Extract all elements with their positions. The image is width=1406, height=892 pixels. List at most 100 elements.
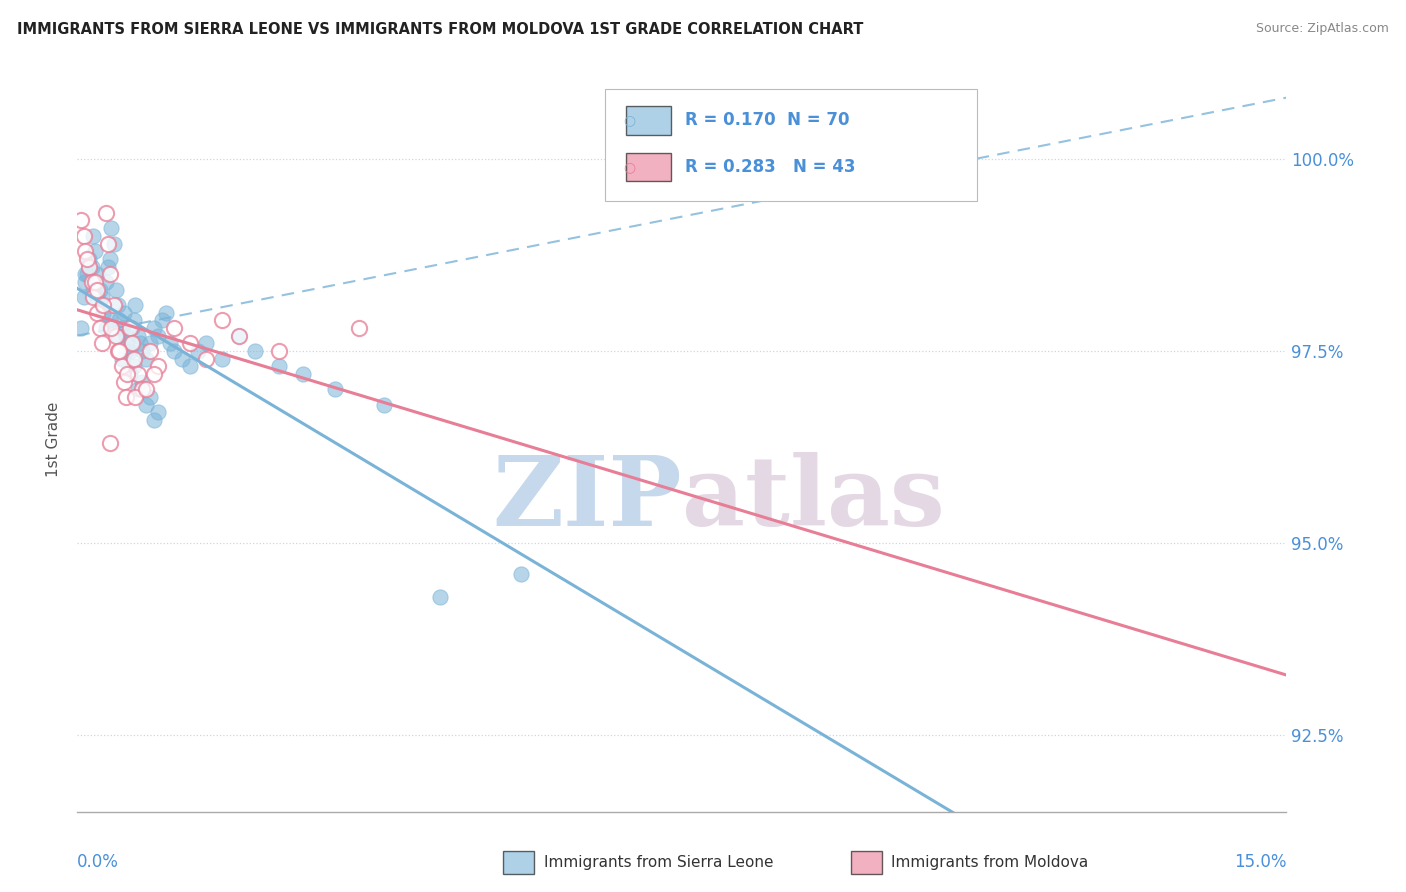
Point (112, 305, 135, 319)
Point (98, 436, 121, 450)
Point (131, 383, 153, 397)
Point (103, 236, 125, 251)
Point (82, 228, 104, 243)
Point (100, 321, 122, 335)
Point (86, 267, 108, 281)
Point (373, 398, 395, 412)
Point (107, 298, 129, 312)
Point (146, 328, 169, 343)
Point (267, 359, 290, 374)
Point (79, 260, 101, 274)
Point (91, 305, 114, 319)
Point (89, 283, 111, 297)
Point (159, 336, 181, 351)
Point (150, 313, 173, 327)
Point (80, 260, 103, 274)
Point (172, 351, 194, 366)
Point (131, 344, 153, 359)
Text: ZIP: ZIP (492, 452, 682, 546)
Text: IMMIGRANTS FROM SIERRA LEONE VS IMMIGRANTS FROM MOLDOVA 1ST GRADE CORRELATION CH: IMMIGRANTS FROM SIERRA LEONE VS IMMIGRAN… (17, 22, 863, 37)
Point (90, 298, 112, 312)
Point (89, 321, 111, 335)
Point (118, 321, 141, 335)
Point (127, 367, 149, 381)
Point (75, 244, 97, 259)
Point (195, 336, 218, 351)
Point (117, 367, 139, 381)
Point (112, 375, 135, 389)
Point (243, 344, 266, 359)
Point (70, 321, 93, 335)
Point (86, 290, 108, 304)
Point (135, 398, 157, 412)
Text: Source: ZipAtlas.com: Source: ZipAtlas.com (1256, 22, 1389, 36)
Point (94, 206, 117, 220)
Point (135, 383, 157, 397)
Point (108, 344, 131, 359)
Point (105, 283, 128, 297)
Point (114, 390, 136, 404)
Point (86, 283, 108, 297)
Point (135, 351, 157, 366)
Text: atlas: atlas (682, 452, 945, 546)
Point (84, 275, 107, 289)
Point (76, 267, 98, 281)
Point (79, 252, 101, 266)
Point (98, 313, 121, 327)
Text: ○: ○ (623, 160, 636, 174)
Point (80, 275, 103, 289)
Point (139, 344, 162, 359)
Point (131, 375, 153, 389)
Point (122, 313, 145, 327)
Point (146, 359, 169, 374)
Point (97, 260, 120, 274)
Y-axis label: 1st Grade: 1st Grade (46, 401, 62, 477)
Point (73, 290, 96, 304)
Text: Immigrants from Sierra Leone: Immigrants from Sierra Leone (544, 855, 773, 870)
Point (429, 590, 451, 604)
Point (142, 367, 165, 381)
Text: 0.0%: 0.0% (77, 853, 120, 871)
Point (146, 405, 169, 419)
Point (155, 305, 177, 319)
Point (127, 328, 149, 343)
Point (98, 267, 121, 281)
Point (114, 328, 136, 343)
Text: 15.0%: 15.0% (1234, 853, 1286, 871)
Point (121, 336, 143, 351)
Point (179, 336, 201, 351)
Point (97, 236, 120, 251)
Text: R = 0.170  N = 70: R = 0.170 N = 70 (685, 112, 849, 129)
Point (124, 390, 146, 404)
Point (127, 383, 149, 397)
Point (108, 313, 131, 327)
Point (163, 344, 186, 359)
Text: ○: ○ (623, 113, 636, 128)
Point (79, 260, 101, 274)
Point (121, 321, 143, 335)
Point (122, 351, 145, 366)
Point (111, 359, 134, 374)
Point (82, 283, 104, 297)
Point (82, 290, 104, 304)
Point (118, 344, 141, 359)
Point (129, 336, 152, 351)
Point (84, 244, 107, 259)
Point (100, 221, 122, 235)
Point (124, 298, 146, 312)
Point (111, 351, 134, 366)
Point (70, 213, 93, 227)
Point (195, 351, 218, 366)
Point (114, 344, 136, 359)
Point (211, 351, 233, 366)
Point (139, 390, 162, 404)
Point (103, 298, 125, 312)
Point (187, 344, 209, 359)
Point (292, 367, 315, 381)
Point (142, 321, 165, 335)
Point (323, 383, 346, 397)
Point (122, 359, 145, 374)
Point (86, 305, 108, 319)
Text: Immigrants from Moldova: Immigrants from Moldova (891, 855, 1088, 870)
Point (90, 336, 112, 351)
